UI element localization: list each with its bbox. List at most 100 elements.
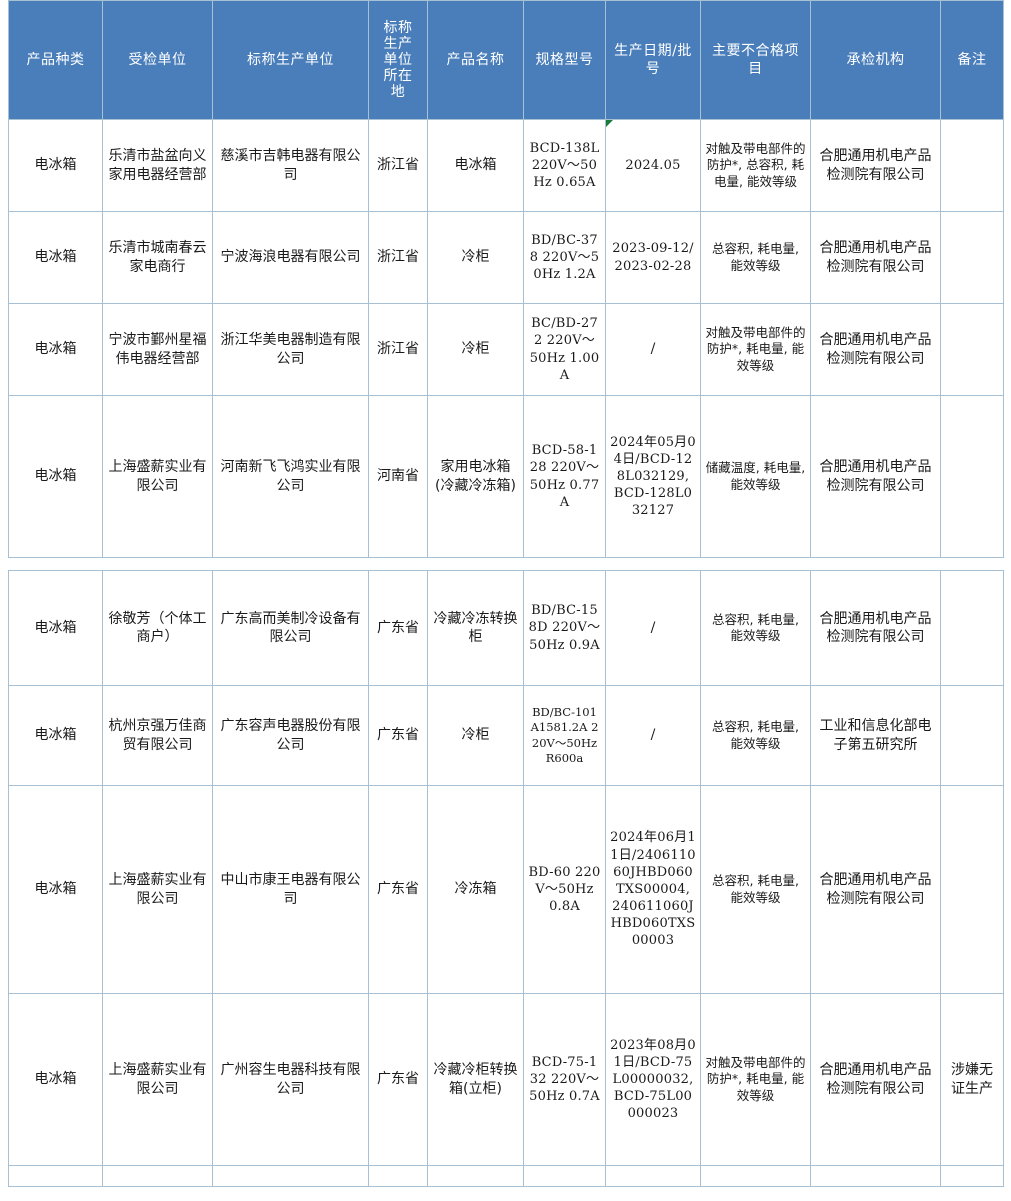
cell-product: 冷藏冷冻转换柜 [427, 570, 524, 686]
cell-remarks [940, 570, 1004, 686]
cell-product: 冷冻箱 [427, 785, 524, 994]
table-row[interactable]: 电冰箱 乐清市城南春云家电商行 宁波海浪电器有限公司 浙江省 冷柜 BD/BC-… [8, 211, 1004, 304]
cell-agency: 合肥通用机电产品检测院有限公司 [810, 211, 941, 304]
cell-date: / [605, 685, 701, 786]
cell-category: 电冰箱 [8, 570, 103, 686]
cell-date: 2023-09-12/2023-02-28 [605, 211, 701, 304]
cell-category: 电冰箱 [8, 685, 103, 786]
cell-remarks [940, 395, 1004, 558]
cell-inspected: 杭州京强万佳商贸有限公司 [102, 685, 213, 786]
cell-location: 浙江省 [368, 211, 428, 304]
column-header-product: 产品名称 [427, 0, 524, 120]
cell-date: / [605, 303, 701, 396]
cell-defects: 对触及带电部件的防护*, 总容积, 耗电量, 能效等级 [700, 119, 811, 212]
cell-product: 电冰箱 [427, 119, 524, 212]
cell-location: 广东省 [368, 993, 428, 1166]
cell-agency: 合肥通用机电产品检测院有限公司 [810, 303, 941, 396]
cell-defects: 总容积, 耗电量, 能效等级 [700, 685, 811, 786]
cell-defects: 对触及带电部件的防护*, 耗电量, 能效等级 [700, 993, 811, 1166]
cell-location: 河南省 [368, 395, 428, 558]
cell-location: 广东省 [368, 685, 428, 786]
column-header-location: 标称 生产 单位 所在 地 [368, 0, 428, 120]
cell-spec [523, 1165, 606, 1187]
column-header-spec: 规格型号 [523, 0, 606, 120]
cell-defects: 总容积, 耗电量, 能效等级 [700, 211, 811, 304]
cell-agency: 合肥通用机电产品检测院有限公司 [810, 785, 941, 994]
cell-agency: 合肥通用机电产品检测院有限公司 [810, 570, 941, 686]
location-header-line-2: 生产 [383, 35, 413, 52]
inspection-results-table-block2: 电冰箱 徐敬芳（个体工商户） 广东高而美制冷设备有限公司 广东省 冷藏冷冻转换柜… [8, 570, 1004, 1187]
cell-product: 冷柜 [427, 211, 524, 304]
table-row[interactable]: 电冰箱 上海盛薪实业有限公司 中山市康王电器有限公司 广东省 冷冻箱 BD-60… [8, 785, 1004, 994]
cell-remarks [940, 211, 1004, 304]
cell-category: 电冰箱 [8, 211, 103, 304]
cell-defects: 总容积, 耗电量, 能效等级 [700, 570, 811, 686]
cell-date: / [605, 570, 701, 686]
cell-date [605, 1165, 701, 1187]
cell-spec: BCD-138L 220V～50Hz 0.65A [523, 119, 606, 212]
cell-manufacturer: 慈溪市吉韩电器有限公司 [212, 119, 369, 212]
cell-manufacturer: 河南新飞飞鸿实业有限公司 [212, 395, 369, 558]
cell-product: 冷柜 [427, 303, 524, 396]
cell-location: 浙江省 [368, 119, 428, 212]
cell-location: 广东省 [368, 785, 428, 994]
cell-remarks [940, 785, 1004, 994]
column-header-manufacturer: 标称生产单位 [212, 0, 369, 120]
column-header-inspected: 受检单位 [102, 0, 213, 120]
cell-inspected [102, 1165, 213, 1187]
table-row[interactable]: 电冰箱 上海盛薪实业有限公司 广州容生电器科技有限公司 广东省 冷藏冷柜转换箱(… [8, 993, 1004, 1166]
cell-manufacturer: 广州容生电器科技有限公司 [212, 993, 369, 1166]
cell-manufacturer: 浙江华美电器制造有限公司 [212, 303, 369, 396]
column-header-agency: 承检机构 [810, 0, 941, 120]
cell-location: 浙江省 [368, 303, 428, 396]
cell-agency: 合肥通用机电产品检测院有限公司 [810, 993, 941, 1166]
cell-agency: 合肥通用机电产品检测院有限公司 [810, 395, 941, 558]
table-row[interactable]: 电冰箱 徐敬芳（个体工商户） 广东高而美制冷设备有限公司 广东省 冷藏冷冻转换柜… [8, 570, 1004, 686]
cell-remarks [940, 303, 1004, 396]
cell-remarks [940, 685, 1004, 786]
cell-inspected: 乐清市城南春云家电商行 [102, 211, 213, 304]
cell-inspected: 徐敬芳（个体工商户） [102, 570, 213, 686]
cell-manufacturer: 宁波海浪电器有限公司 [212, 211, 369, 304]
cell-manufacturer: 中山市康王电器有限公司 [212, 785, 369, 994]
location-header-line-3: 单位 [383, 51, 413, 68]
table-row-partial[interactable] [8, 1165, 1004, 1187]
cell-product: 冷柜 [427, 685, 524, 786]
cell-product: 家用电冰箱(冷藏冷冻箱) [427, 395, 524, 558]
table-header-row: 产品种类 受检单位 标称生产单位 标称 生产 单位 所在 地 产品名称 规格型号… [8, 0, 1004, 120]
table-row[interactable]: 电冰箱 杭州京强万佳商贸有限公司 广东容声电器股份有限公司 广东省 冷柜 BD/… [8, 685, 1004, 786]
cell-agency: 工业和信息化部电子第五研究所 [810, 685, 941, 786]
cell-defects: 对触及带电部件的防护*, 耗电量, 能效等级 [700, 303, 811, 396]
cell-remarks [940, 1165, 1004, 1187]
table-row[interactable]: 电冰箱 宁波市鄞州星福伟电器经营部 浙江华美电器制造有限公司 浙江省 冷柜 BC… [8, 303, 1004, 396]
cell-agency [810, 1165, 941, 1187]
cell-manufacturer: 广东高而美制冷设备有限公司 [212, 570, 369, 686]
cell-inspected: 宁波市鄞州星福伟电器经营部 [102, 303, 213, 396]
location-header-line-5: 地 [390, 84, 406, 101]
cell-product [427, 1165, 524, 1187]
column-header-category: 产品种类 [8, 0, 103, 120]
cell-category: 电冰箱 [8, 993, 103, 1166]
cell-category: 电冰箱 [8, 119, 103, 212]
cell-manufacturer [212, 1165, 369, 1187]
table-row[interactable]: 电冰箱 上海盛薪实业有限公司 河南新飞飞鸿实业有限公司 河南省 家用电冰箱(冷藏… [8, 395, 1004, 558]
table-row[interactable]: 电冰箱 乐清市盐盆向义家用电器经营部 慈溪市吉韩电器有限公司 浙江省 电冰箱 B… [8, 119, 1004, 212]
cell-category [8, 1165, 103, 1187]
cell-category: 电冰箱 [8, 395, 103, 558]
cell-defects: 总容积, 耗电量, 能效等级 [700, 785, 811, 994]
cell-inspected: 上海盛薪实业有限公司 [102, 785, 213, 994]
cell-inspected: 上海盛薪实业有限公司 [102, 993, 213, 1166]
cell-date: 2023年08月01日/BCD-75L00000032, BCD-75L0000… [605, 993, 701, 1166]
cell-inspected: 乐清市盐盆向义家用电器经营部 [102, 119, 213, 212]
location-header-line-4: 所在 [383, 68, 413, 85]
cell-spec: BC/BD-272 220V～ 50Hz 1.00A [523, 303, 606, 396]
cell-spec: BD/BC-101A1581.2A 220V～50Hz R600a [523, 685, 606, 786]
cell-manufacturer: 广东容声电器股份有限公司 [212, 685, 369, 786]
cell-location [368, 1165, 428, 1187]
cell-spec: BCD-58-128 220V～ 50Hz 0.77A [523, 395, 606, 558]
cell-remarks [940, 119, 1004, 212]
table-body-block2: 电冰箱 徐敬芳（个体工商户） 广东高而美制冷设备有限公司 广东省 冷藏冷冻转换柜… [8, 570, 1004, 1187]
cell-product: 冷藏冷柜转换箱(立柜) [427, 993, 524, 1166]
cell-spec: BD/BC-378 220V～50Hz 1.2A [523, 211, 606, 304]
